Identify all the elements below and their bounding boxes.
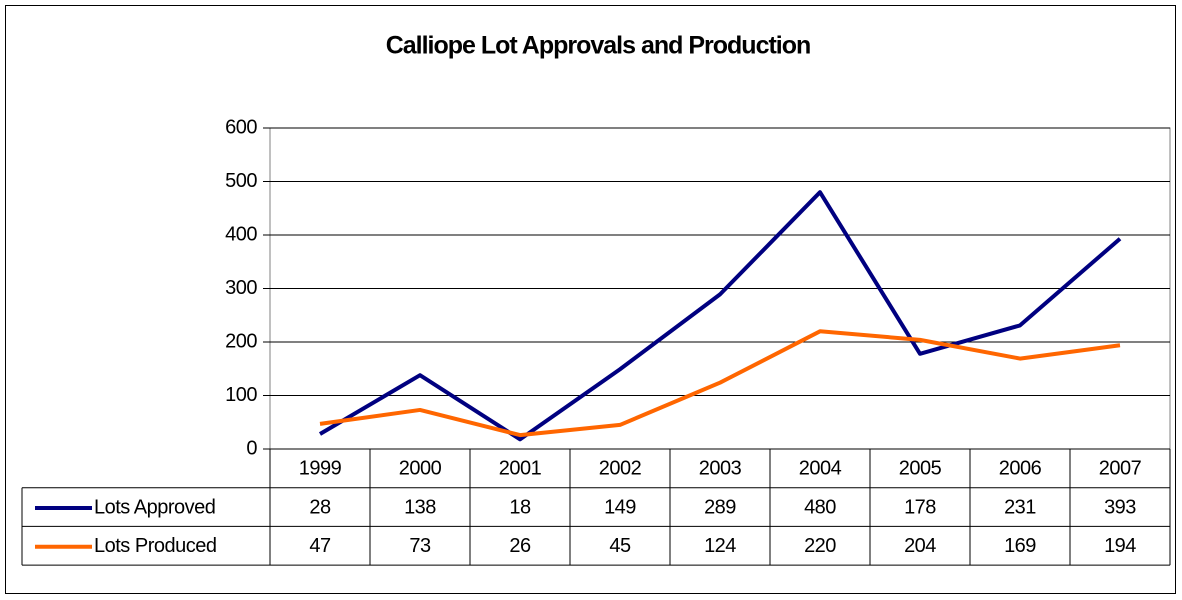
x-tick-label: 2004 xyxy=(799,458,842,480)
table-value: 393 xyxy=(1104,496,1136,518)
y-tick-label: 100 xyxy=(225,384,257,406)
table-value: 18 xyxy=(509,496,531,518)
table-value: 204 xyxy=(904,535,936,557)
y-tick-label: 400 xyxy=(225,223,257,245)
table-value: 73 xyxy=(409,535,431,557)
table-value: 178 xyxy=(904,496,936,518)
legend-label: Lots Produced xyxy=(94,535,216,557)
table-value: 124 xyxy=(704,535,736,557)
y-tick-label: 500 xyxy=(225,170,257,192)
table-value: 26 xyxy=(509,535,531,557)
x-tick-label: 2003 xyxy=(699,458,742,480)
table-value: 149 xyxy=(604,496,636,518)
series-line xyxy=(318,190,1122,442)
x-tick-label: 2006 xyxy=(999,458,1042,480)
table-value: 28 xyxy=(309,496,331,518)
x-tick-label: 2007 xyxy=(1099,458,1142,480)
series-line xyxy=(319,329,1121,438)
legend-label: Lots Approved xyxy=(94,496,215,518)
x-tick-label: 2002 xyxy=(599,458,642,480)
y-tick-label: 300 xyxy=(225,277,257,299)
table-value: 194 xyxy=(1104,535,1136,557)
table-value: 480 xyxy=(804,496,836,518)
table-value: 289 xyxy=(704,496,736,518)
table-value: 47 xyxy=(309,535,331,557)
table-value: 220 xyxy=(804,535,836,557)
y-tick-label: 600 xyxy=(225,116,257,138)
table-value: 169 xyxy=(1004,535,1036,557)
table-value: 231 xyxy=(1004,496,1036,518)
table-value: 45 xyxy=(609,535,631,557)
chart-title: Calliope Lot Approvals and Production xyxy=(386,32,811,60)
y-tick-label: 0 xyxy=(246,437,257,459)
table-value: 138 xyxy=(404,496,436,518)
y-tick-label: 200 xyxy=(225,330,257,352)
x-tick-label: 2001 xyxy=(499,458,542,480)
x-tick-label: 2000 xyxy=(399,458,442,480)
x-tick-label: 1999 xyxy=(299,458,342,480)
x-tick-label: 2005 xyxy=(899,458,942,480)
